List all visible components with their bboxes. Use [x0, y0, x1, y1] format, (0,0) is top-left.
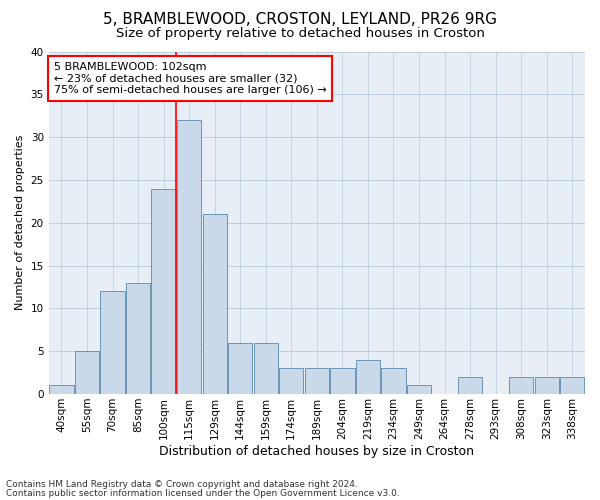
- Bar: [560, 377, 584, 394]
- Bar: [535, 377, 559, 394]
- Text: 5, BRAMBLEWOOD, CROSTON, LEYLAND, PR26 9RG: 5, BRAMBLEWOOD, CROSTON, LEYLAND, PR26 9…: [103, 12, 497, 28]
- Bar: [330, 368, 355, 394]
- Bar: [203, 214, 227, 394]
- Bar: [305, 368, 329, 394]
- Text: Contains public sector information licensed under the Open Government Licence v3: Contains public sector information licen…: [6, 489, 400, 498]
- Bar: [228, 342, 253, 394]
- Text: Size of property relative to detached houses in Croston: Size of property relative to detached ho…: [116, 28, 484, 40]
- Bar: [382, 368, 406, 394]
- Bar: [49, 386, 74, 394]
- Bar: [356, 360, 380, 394]
- Bar: [407, 386, 431, 394]
- Bar: [100, 292, 125, 394]
- Text: 5 BRAMBLEWOOD: 102sqm
← 23% of detached houses are smaller (32)
75% of semi-deta: 5 BRAMBLEWOOD: 102sqm ← 23% of detached …: [54, 62, 327, 95]
- Bar: [75, 351, 99, 394]
- Bar: [458, 377, 482, 394]
- Text: Contains HM Land Registry data © Crown copyright and database right 2024.: Contains HM Land Registry data © Crown c…: [6, 480, 358, 489]
- Y-axis label: Number of detached properties: Number of detached properties: [15, 135, 25, 310]
- Bar: [151, 188, 176, 394]
- Bar: [279, 368, 304, 394]
- Bar: [509, 377, 533, 394]
- Bar: [254, 342, 278, 394]
- X-axis label: Distribution of detached houses by size in Croston: Distribution of detached houses by size …: [160, 444, 475, 458]
- Bar: [177, 120, 201, 394]
- Bar: [126, 282, 150, 394]
